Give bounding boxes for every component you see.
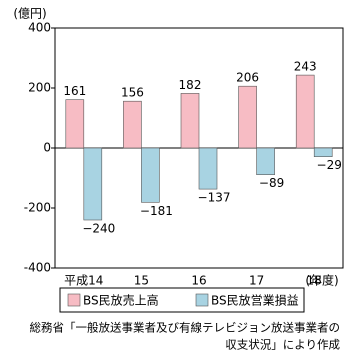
bar xyxy=(313,147,333,157)
y-tick-label: -400 xyxy=(24,261,51,275)
data-label: −181 xyxy=(140,204,173,218)
legend-label: BS民放売上高 xyxy=(83,293,159,308)
bar xyxy=(141,147,160,203)
legend-swatch xyxy=(195,293,209,307)
bar xyxy=(238,85,257,149)
legend-box xyxy=(59,287,305,313)
data-label: 161 xyxy=(63,84,86,98)
source-note: 収支状況」により作成 xyxy=(225,338,340,352)
x-tick-label: 16 xyxy=(191,274,206,288)
bar xyxy=(83,147,103,221)
bar xyxy=(256,147,275,176)
bar xyxy=(295,74,315,149)
data-label: −137 xyxy=(198,191,231,205)
data-label: −240 xyxy=(82,222,115,236)
x-axis-label: (年度) xyxy=(305,273,338,288)
x-tick-label: 18 xyxy=(307,274,322,288)
data-label: −29 xyxy=(317,158,342,172)
data-label: −89 xyxy=(259,176,284,190)
legend-swatch xyxy=(67,293,81,307)
bar xyxy=(123,100,142,149)
data-label: 243 xyxy=(294,60,317,74)
data-label: 182 xyxy=(179,78,202,92)
bar xyxy=(180,93,200,149)
data-label: 206 xyxy=(236,71,259,85)
y-tick-label: 400 xyxy=(28,21,51,35)
data-label: 156 xyxy=(121,86,144,100)
y-tick-label: 200 xyxy=(28,81,51,95)
legend-label: BS民放営業損益 xyxy=(211,293,299,308)
y-tick-label: 0 xyxy=(43,141,51,155)
source-note: 総務省「一般放送事業者及び有線テレビジョン放送事業者の xyxy=(30,321,341,335)
bar xyxy=(198,147,218,190)
x-tick-label: 17 xyxy=(249,274,264,288)
x-tick-label: 15 xyxy=(134,274,149,288)
x-tick-label: 平成14 xyxy=(64,274,103,288)
y-tick-label: -200 xyxy=(24,201,51,215)
bar xyxy=(65,99,85,149)
y-axis-label: (億円) xyxy=(13,7,46,21)
